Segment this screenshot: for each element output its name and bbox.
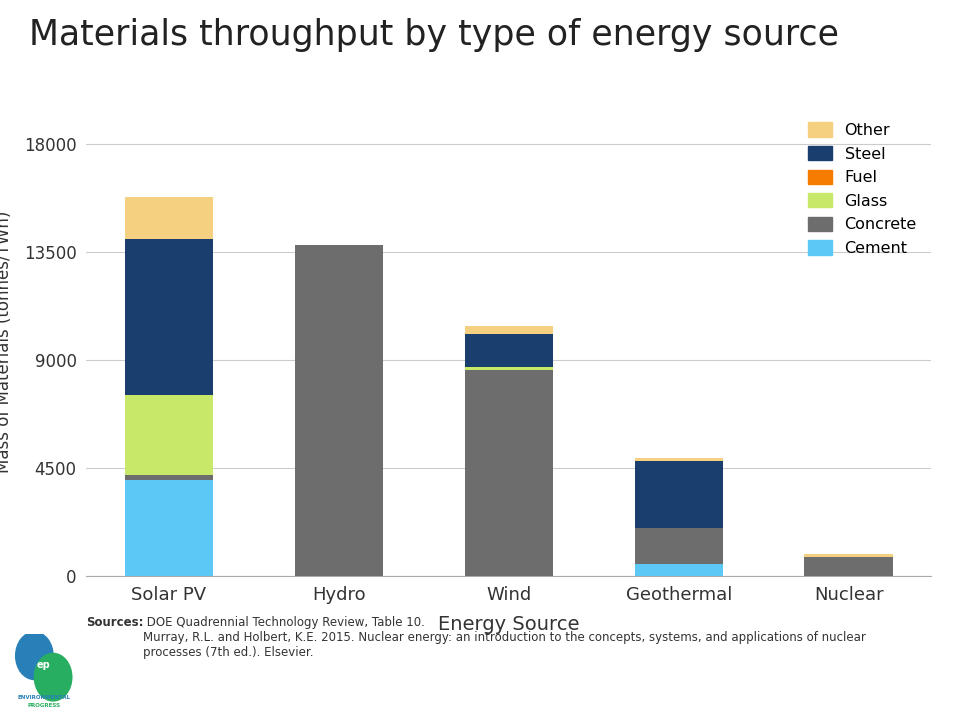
Text: ep: ep [36, 660, 51, 670]
Circle shape [35, 654, 72, 701]
Y-axis label: Mass of Materials (tonnes/TWh): Mass of Materials (tonnes/TWh) [0, 211, 12, 473]
Text: DOE Quadrennial Technology Review, Table 10.
Murray, R.L. and Holbert, K.E. 2015: DOE Quadrennial Technology Review, Table… [143, 616, 866, 659]
Bar [635, 528, 723, 564]
Bar [125, 197, 213, 239]
Bar [125, 239, 213, 395]
Bar [635, 459, 723, 461]
Bar [125, 475, 213, 480]
Circle shape [15, 632, 53, 680]
Text: Sources:: Sources: [86, 616, 144, 629]
Legend: Other, Steel, Fuel, Glass, Concrete, Cement: Other, Steel, Fuel, Glass, Concrete, Cem… [802, 116, 924, 262]
Bar [635, 461, 723, 528]
Bar [465, 369, 553, 576]
Text: PROGRESS: PROGRESS [27, 703, 60, 708]
Bar [804, 554, 893, 557]
Bar [125, 395, 213, 475]
Text: ENVIRONMENTAL: ENVIRONMENTAL [17, 696, 70, 701]
Bar [635, 564, 723, 576]
Bar [465, 326, 553, 333]
X-axis label: Energy Source: Energy Source [438, 615, 580, 634]
Bar [804, 557, 893, 576]
Text: Materials throughput by type of energy source: Materials throughput by type of energy s… [29, 18, 839, 52]
Bar [125, 480, 213, 576]
Bar [295, 245, 383, 576]
Bar [465, 367, 553, 369]
Bar [465, 333, 553, 367]
